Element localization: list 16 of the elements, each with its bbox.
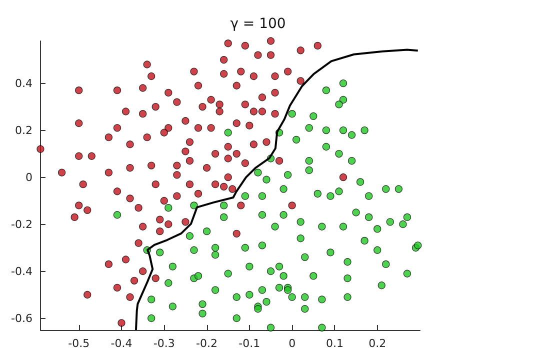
- chart-title: γ = 100: [230, 16, 286, 32]
- x-tick-label: -0.3: [153, 337, 175, 350]
- x-tick-label: 0.2: [368, 337, 386, 350]
- y-tick-label: 0.2: [14, 124, 32, 137]
- y-tick-label: -0.2: [10, 218, 32, 231]
- y-tick-label: -0.4: [10, 264, 32, 278]
- x-tick-label: -0.5: [68, 337, 90, 350]
- y-tick-label: -0.6: [10, 312, 32, 325]
- y-tick-label: 0.4: [14, 76, 32, 90]
- x-tick-label: -0.2: [196, 337, 218, 350]
- y-tick-label: 0: [25, 170, 32, 184]
- x-tick-label: 0.1: [326, 337, 344, 350]
- x-tick-label: 0: [288, 337, 296, 350]
- x-tick-label: -0.1: [238, 337, 260, 350]
- line-series: [134, 48, 419, 331]
- x-tick-label: -0.4: [110, 337, 132, 350]
